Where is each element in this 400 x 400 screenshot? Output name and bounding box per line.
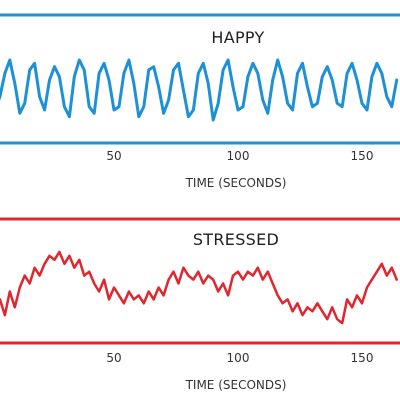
stressed-x-tick-label: 150 [351, 351, 374, 365]
happy-panel: HAPPY 50 100 150 TIME (SECONDS) [0, 13, 400, 190]
stressed-x-ticks: 50 100 150 [106, 351, 373, 365]
stressed-title: STRESSED [193, 230, 279, 249]
stressed-x-tick-label: 50 [106, 351, 121, 365]
happy-x-tick-label: 100 [227, 149, 250, 163]
happy-x-tick-label: 50 [106, 149, 121, 163]
stressed-x-tick-label: 100 [227, 351, 250, 365]
stressed-series-line [0, 250, 398, 325]
stressed-x-axis-label: TIME (SECONDS) [185, 378, 287, 392]
stressed-panel: STRESSED 50 100 150 TIME (SECONDS) [0, 217, 400, 392]
stressed-series [0, 250, 398, 325]
happy-x-axis-label: TIME (SECONDS) [185, 176, 287, 190]
happy-series-line [0, 58, 399, 122]
happy-x-tick-label: 150 [351, 149, 374, 163]
happy-title: HAPPY [211, 28, 264, 47]
happy-x-ticks: 50 100 150 [106, 149, 373, 163]
happy-series [0, 58, 399, 122]
